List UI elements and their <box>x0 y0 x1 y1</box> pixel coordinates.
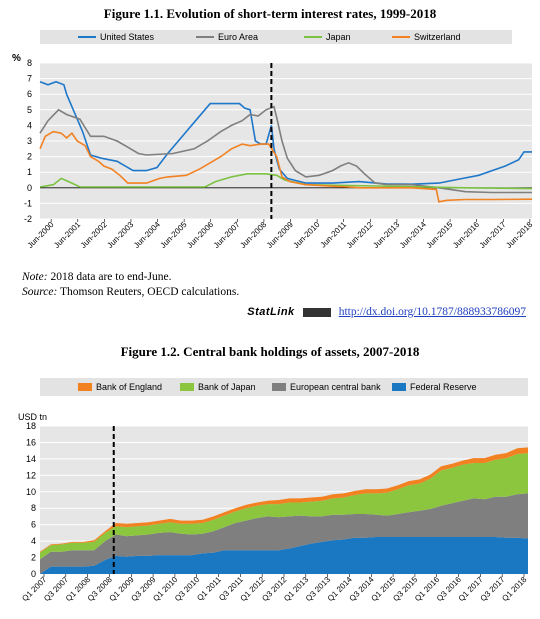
chart1-series-euro-area <box>39 105 532 194</box>
chart1-legend-label: Japan <box>326 32 351 42</box>
chart1-y-tick-label: -1 <box>24 198 32 208</box>
chart1-x-tick-label: Jun-2014 <box>398 220 428 250</box>
chart1-x-tick-label: Jun-2015 <box>425 220 455 250</box>
figure-2-title: Figure 1.2. Central bank holdings of ass… <box>120 344 420 359</box>
chart1-x-tick-label: Jun-2006 <box>185 220 215 250</box>
chart1-y-tick-label: 6 <box>27 89 32 99</box>
chart2-area-european-central-bank <box>40 493 528 574</box>
figure-1-title: Figure 1.1. Evolution of short-term inte… <box>103 6 437 21</box>
chart1-y-tick-label: 3 <box>27 136 32 146</box>
chart1-series-united-states <box>39 80 532 186</box>
chart1-y-axis-label: % <box>12 53 21 64</box>
chart2-legend-swatch <box>392 383 406 391</box>
chart1-y-tick-label: 2 <box>27 152 32 162</box>
statlink-brand: StatLink <box>247 306 295 318</box>
note-label: Note: <box>22 271 48 283</box>
chart2-y-tick-label: 0 <box>31 569 36 579</box>
chart1-legend: United States Euro Area Japan Switzerland <box>78 32 461 42</box>
chart2-legend-swatch <box>272 383 286 391</box>
chart1-x-tick-label: Jun-2012 <box>345 220 375 250</box>
chart1-legend-label: United States <box>100 32 155 42</box>
chart1-y-tick-label: -2 <box>24 214 32 224</box>
chart2-legend: Bank of England Bank of Japan European cen… <box>78 382 477 392</box>
chart1-y-tick-label: 5 <box>27 105 32 115</box>
chart1-x-tick-label: Jun-2013 <box>371 220 401 250</box>
chart2-area-federal-reserve <box>40 537 528 574</box>
chart1-x-tick-label: Jun-2005 <box>159 220 189 250</box>
chart1-legend-label: Euro Area <box>218 32 258 42</box>
interest-rates-chart: United States Euro Area Japan Switzerland -… <box>12 30 535 250</box>
chart1-x-tick-label: Jun-2017 <box>478 220 508 250</box>
chart1-x-tick-label: Jun-2004 <box>132 220 162 250</box>
chart2-legend-swatch <box>180 383 194 391</box>
statlink-url[interactable]: http://dx.doi.org/10.1787/888933786097 <box>338 306 526 318</box>
chart2-legend-swatch <box>78 383 92 391</box>
statlink-logo-icon <box>302 307 331 317</box>
chart1-legend-label: Switzerland <box>414 32 461 42</box>
chart1-y-tick-label: 7 <box>27 74 32 84</box>
source-text: Thomson Reuters, OECD calculations. <box>60 286 240 298</box>
chart2-y-tick-label: 2 <box>31 553 36 563</box>
chart2-y-tick-label: 4 <box>31 536 36 546</box>
chart2-y-tick-label: 10 <box>26 487 36 497</box>
chart1-series <box>39 80 533 203</box>
chart1-x-tick-label: Jun-2016 <box>451 220 481 250</box>
statlink: StatLink http://dx.doi.org/10.1787/88893… <box>247 306 526 318</box>
chart1-x-tick-label: Jun-2018 <box>504 220 534 250</box>
figure-notes: Note: 2018 data are to end-June. Source:… <box>22 270 239 300</box>
central-bank-assets-chart: Bank of England Bank of Japan European cen… <box>18 378 529 603</box>
chart1-x-tick-label: Jun-2010 <box>292 220 322 250</box>
chart1-x-tick-label: Jun-2003 <box>105 220 135 250</box>
chart2-legend-label: Bank of England <box>96 382 162 392</box>
chart1-x-tick-label: Jun-2000 <box>26 220 56 250</box>
chart1-x-axis: Jun-2000Jun-2001Jun-2002Jun-2003Jun-2004… <box>26 219 535 250</box>
chart2-legend-label: European central bank <box>290 382 381 392</box>
chart1-y-tick-label: 1 <box>27 167 32 177</box>
source-label: Source: <box>22 286 58 298</box>
chart1-x-tick-label: Jun-2007 <box>212 220 242 250</box>
chart2-area-bank-of-england <box>40 447 528 553</box>
chart1-x-tick-label: Jun-2011 <box>319 220 349 250</box>
chart2-y-tick-label: 18 <box>26 421 36 431</box>
chart1-legend-bar <box>40 30 512 44</box>
chart2-legend-label: Bank of Japan <box>198 382 256 392</box>
chart2-area-bank-of-japan <box>40 453 528 560</box>
chart2-y-tick-label: 16 <box>26 437 36 447</box>
chart2-y-tick-label: 6 <box>31 520 36 530</box>
chart1-y-axis: -2 -1 0 1 2 3 4 5 6 7 8 <box>24 58 32 224</box>
chart2-y-tick-label: 12 <box>26 470 36 480</box>
chart2-series <box>40 447 528 574</box>
chart1-x-tick-label: Jun-2009 <box>265 220 295 250</box>
chart1-x-tick-label: Jun-2008 <box>238 220 268 250</box>
chart2-x-tick-label: Q1 2018 <box>500 575 528 603</box>
chart1-y-tick-label: 4 <box>27 120 32 130</box>
chart1-y-tick-label: 0 <box>27 183 32 193</box>
chart2-y-tick-label: 14 <box>26 454 36 464</box>
chart2-y-axis-label: USD tn <box>18 412 47 422</box>
chart2-legend-label: Federal Reserve <box>410 382 477 392</box>
chart1-y-tick-label: 8 <box>27 58 32 68</box>
chart1-series-switzerland <box>39 130 533 203</box>
chart1-x-tick-label: Jun-2002 <box>79 220 109 250</box>
chart2-y-axis: 0 2 4 6 8 10 12 14 16 18 <box>26 421 36 579</box>
chart2-y-tick-label: 8 <box>31 503 36 513</box>
note-text: 2018 data are to end-June. <box>50 271 172 283</box>
chart1-x-tick-label: Jun-2001 <box>52 220 82 250</box>
